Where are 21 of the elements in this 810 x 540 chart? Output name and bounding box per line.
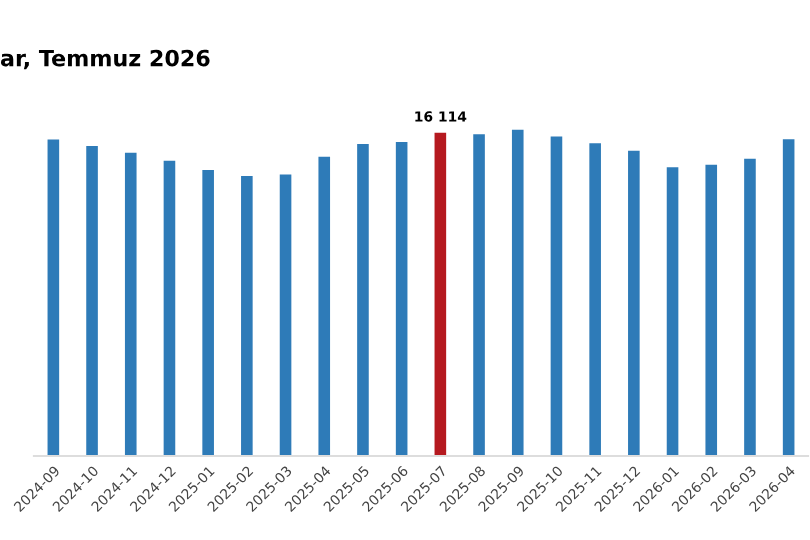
bar	[279, 174, 292, 456]
bar	[47, 139, 60, 456]
bar	[744, 158, 756, 456]
bar	[163, 160, 176, 456]
bar	[705, 164, 718, 456]
chart-title: ar, Temmuz 2026	[0, 49, 210, 70]
bar	[124, 152, 137, 456]
bar	[202, 170, 214, 456]
bar	[782, 139, 795, 456]
bar	[357, 144, 369, 456]
bar	[666, 167, 679, 456]
bar	[434, 132, 447, 456]
bar	[550, 136, 563, 456]
bar	[511, 129, 524, 456]
bar	[589, 143, 601, 456]
bar	[86, 146, 98, 456]
bar	[473, 134, 485, 456]
bar	[318, 156, 331, 456]
bar	[395, 142, 408, 456]
bar	[241, 175, 253, 456]
bar	[628, 150, 640, 456]
